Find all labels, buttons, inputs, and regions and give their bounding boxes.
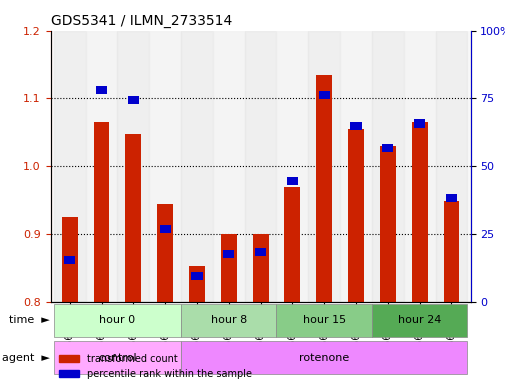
- Bar: [220, 234, 236, 302]
- Text: hour 15: hour 15: [302, 315, 345, 325]
- Bar: [159, 225, 170, 233]
- Bar: [223, 250, 234, 258]
- Bar: [411, 122, 427, 302]
- Bar: [318, 91, 329, 99]
- Bar: [244, 31, 276, 302]
- Bar: [435, 31, 467, 302]
- Bar: [350, 121, 361, 130]
- Bar: [149, 31, 181, 302]
- FancyBboxPatch shape: [276, 304, 371, 337]
- Bar: [284, 187, 300, 302]
- Bar: [347, 129, 363, 302]
- Bar: [316, 75, 331, 302]
- Bar: [403, 31, 435, 302]
- FancyBboxPatch shape: [181, 341, 467, 374]
- Bar: [276, 31, 308, 302]
- Text: hour 24: hour 24: [397, 315, 440, 325]
- Bar: [443, 202, 459, 302]
- Text: hour 0: hour 0: [99, 315, 135, 325]
- FancyBboxPatch shape: [54, 341, 181, 374]
- Bar: [413, 119, 424, 127]
- Bar: [371, 31, 403, 302]
- Bar: [213, 31, 244, 302]
- Bar: [127, 96, 138, 104]
- Bar: [96, 86, 107, 94]
- Text: control: control: [98, 353, 136, 362]
- Bar: [382, 144, 393, 152]
- Bar: [339, 31, 371, 302]
- FancyBboxPatch shape: [181, 304, 276, 337]
- FancyBboxPatch shape: [371, 304, 467, 337]
- Bar: [286, 177, 297, 185]
- FancyBboxPatch shape: [54, 304, 181, 337]
- Bar: [181, 31, 213, 302]
- Bar: [54, 31, 85, 302]
- Bar: [62, 217, 77, 302]
- Bar: [93, 122, 109, 302]
- Bar: [252, 234, 268, 302]
- Text: agent  ►: agent ►: [2, 353, 50, 362]
- Legend: transformed count, percentile rank within the sample: transformed count, percentile rank withi…: [56, 350, 255, 383]
- Text: hour 8: hour 8: [210, 315, 246, 325]
- Bar: [445, 194, 456, 202]
- Bar: [125, 134, 141, 302]
- Text: rotenone: rotenone: [298, 353, 348, 362]
- Bar: [189, 266, 205, 302]
- Text: time  ►: time ►: [9, 315, 50, 325]
- Bar: [157, 204, 173, 302]
- Bar: [64, 256, 75, 264]
- Bar: [379, 146, 395, 302]
- Bar: [117, 31, 149, 302]
- Bar: [191, 272, 202, 280]
- Bar: [85, 31, 117, 302]
- Text: GDS5341 / ILMN_2733514: GDS5341 / ILMN_2733514: [50, 14, 231, 28]
- Bar: [308, 31, 339, 302]
- Bar: [255, 248, 266, 257]
